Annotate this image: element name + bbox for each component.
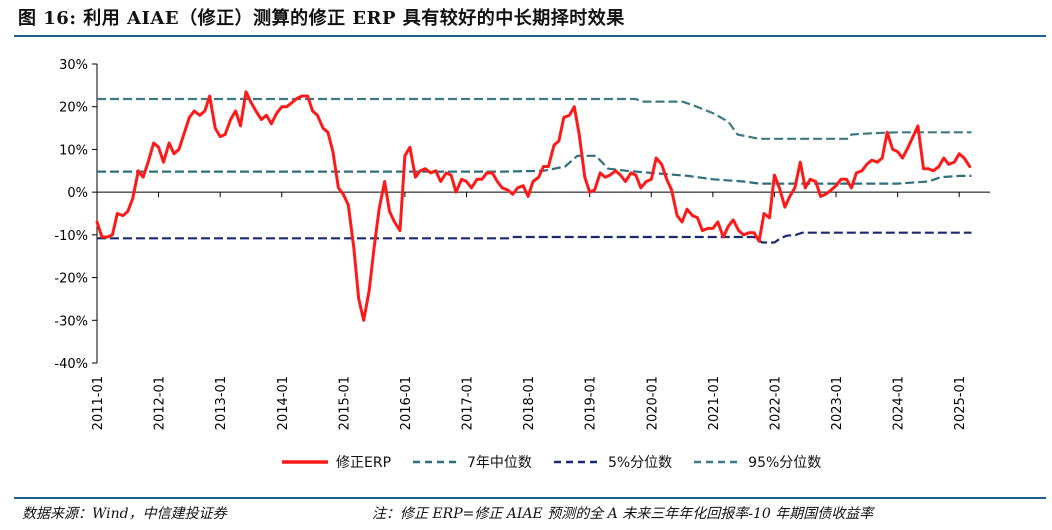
source-note: 数据来源：Wind，中信建投证券 xyxy=(22,506,227,522)
x-tick-label: 2024-01 xyxy=(892,376,907,430)
legend-item-median: 7年中位数 xyxy=(413,452,532,472)
x-tick-label: 2017-01 xyxy=(461,376,476,430)
chart-area: -40% -30% -20% -10% 0% 10% 20% 30% 2011-01 2012-0… xyxy=(54,58,990,430)
x-tick-label: 2022-01 xyxy=(768,376,783,430)
x-tick-label: 2019-01 xyxy=(584,376,599,430)
legend-item-p95: 95%分位数 xyxy=(694,452,821,472)
x-tick-label: 2021-01 xyxy=(707,376,722,430)
legend-swatch-erp xyxy=(282,457,328,467)
legend-swatch-p5 xyxy=(553,457,600,467)
x-tick-label: 2016-01 xyxy=(399,376,414,430)
x-tick-label: 2018-01 xyxy=(522,376,537,430)
y-tick-label: 10% xyxy=(59,143,88,158)
bottom-rule xyxy=(14,497,1046,499)
series-line-3 xyxy=(97,97,972,140)
legend-label-erp: 修正ERP xyxy=(336,455,392,471)
legend-label-p5: 5%分位数 xyxy=(607,455,673,471)
series-layer xyxy=(95,90,972,322)
legend-label-median: 7年中位数 xyxy=(467,455,532,471)
legend-swatch-p95 xyxy=(694,457,741,467)
legend-swatch-median xyxy=(413,457,460,467)
y-tick-label: 30% xyxy=(59,58,88,73)
x-tick-label: 2023-01 xyxy=(830,376,845,430)
legend-item-p5: 5%分位数 xyxy=(553,452,673,472)
x-tick-label: 2014-01 xyxy=(276,376,291,430)
axes: -40% -30% -20% -10% 0% 10% 20% 30% 2011-01 2012-0… xyxy=(54,58,990,430)
x-tick-label: 2013-01 xyxy=(214,376,229,430)
y-tick-label: -20% xyxy=(54,272,88,287)
legend: 修正ERP 7年中位数 5%分位数 95%分位数 xyxy=(282,451,843,473)
formula-note: 注：修正 ERP=修正 AIAE 预测的全 A 未来三年年化回报率-10 年期国… xyxy=(372,506,874,522)
figure-title: 图 16: 利用 AIAE（修正）测算的修正 ERP 具有较好的中长期择时效果 xyxy=(18,8,625,29)
series-line-0 xyxy=(95,90,972,322)
series-line-2 xyxy=(97,231,972,244)
legend-label-p95: 95%分位数 xyxy=(748,455,822,471)
x-tick-label: 2020-01 xyxy=(645,376,660,430)
x-tick-label: 2012-01 xyxy=(153,376,168,430)
y-tick-label: -30% xyxy=(54,314,88,329)
legend-item-erp: 修正ERP xyxy=(282,452,391,472)
x-tick-label: 2015-01 xyxy=(337,376,352,430)
y-tick-label: 0% xyxy=(67,186,88,201)
y-tick-label: -10% xyxy=(54,229,88,244)
x-tick-label: 2011-01 xyxy=(91,376,106,430)
top-rule xyxy=(14,35,1046,37)
x-tick-label: 2025-01 xyxy=(953,376,968,430)
series-line-1 xyxy=(97,154,972,185)
y-tick-label: -40% xyxy=(54,357,88,372)
y-tick-label: 20% xyxy=(59,101,88,116)
